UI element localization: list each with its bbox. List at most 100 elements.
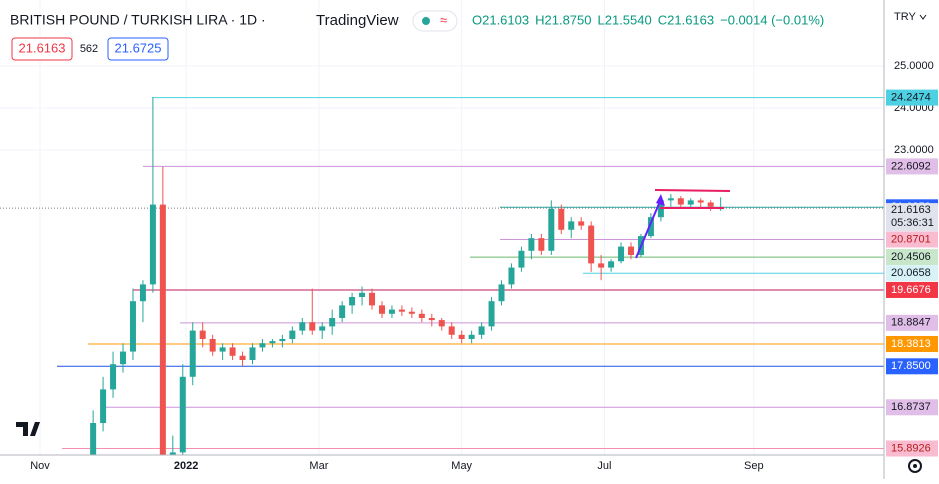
x-tick-label: 2022 bbox=[174, 460, 198, 472]
candle-body bbox=[647, 217, 654, 237]
candle-body bbox=[498, 284, 505, 302]
level-label: 15.8926 bbox=[891, 442, 931, 454]
candle-body bbox=[438, 320, 445, 327]
ohlc-value: O21.6103 bbox=[472, 12, 529, 27]
level-label-bg bbox=[886, 358, 938, 375]
ask-box[interactable] bbox=[107, 37, 169, 61]
level-label-bg bbox=[886, 440, 938, 457]
currency[interactable]: TRY bbox=[894, 11, 916, 23]
candle-body bbox=[209, 338, 216, 352]
level-label-bg bbox=[886, 314, 938, 331]
symbol-title: BRITISH POUND / TURKISH LIRA · 1D · bbox=[10, 12, 266, 28]
candle-body bbox=[458, 334, 465, 339]
x-tick-label: Mar bbox=[309, 460, 328, 472]
last-price-bg bbox=[886, 203, 938, 232]
level-label: 18.3813 bbox=[891, 338, 931, 350]
level-label-bg bbox=[886, 265, 938, 282]
level-label: 18.8847 bbox=[891, 317, 931, 329]
candle-body bbox=[667, 198, 674, 201]
candle-body bbox=[279, 338, 286, 342]
tv-logo bbox=[16, 422, 40, 436]
candle-body bbox=[129, 301, 136, 352]
countdown: 05:36:31 bbox=[891, 217, 934, 229]
candle-body bbox=[618, 246, 625, 262]
candle-body bbox=[388, 309, 395, 314]
level-label-bg bbox=[886, 335, 938, 352]
candle-body bbox=[139, 284, 146, 302]
candle-body bbox=[408, 311, 415, 314]
candle-body bbox=[149, 204, 156, 285]
level-label-bg bbox=[886, 249, 938, 266]
candle-body bbox=[687, 200, 694, 205]
candle-body bbox=[478, 326, 485, 335]
ohlc-value: H21.8750 bbox=[535, 12, 591, 27]
ohlc-value: −0.0014 (−0.01%) bbox=[720, 12, 824, 27]
candle-body bbox=[259, 343, 266, 348]
level-label-bg bbox=[886, 158, 938, 175]
status-pill[interactable] bbox=[412, 10, 458, 32]
x-tick-label: Sep bbox=[744, 460, 764, 472]
candle-body bbox=[548, 208, 555, 251]
y-tick-label: 25.0000 bbox=[894, 60, 934, 72]
candle-body bbox=[369, 292, 376, 306]
candle-body bbox=[518, 250, 525, 268]
candle-body bbox=[159, 204, 166, 455]
candle-body bbox=[319, 326, 326, 331]
level-label: 20.8701 bbox=[891, 233, 931, 245]
candle-body bbox=[199, 330, 206, 339]
candle-body bbox=[339, 305, 346, 318]
candle-body bbox=[697, 200, 704, 203]
candle-body bbox=[428, 317, 435, 321]
candle-body bbox=[588, 225, 595, 264]
candle-body bbox=[608, 261, 615, 268]
ohlc-value: C21.6163 bbox=[658, 12, 714, 27]
candle-body bbox=[289, 330, 296, 339]
level-label-bg bbox=[886, 89, 938, 106]
last-price-label: 21.6163 bbox=[891, 204, 931, 216]
candle-body bbox=[299, 322, 306, 331]
level-label: 17.8500 bbox=[891, 360, 931, 372]
ohlc-value: L21.5540 bbox=[598, 12, 652, 27]
candle-body bbox=[528, 238, 535, 251]
candle-body bbox=[179, 376, 186, 453]
candle-body bbox=[398, 309, 405, 312]
candle-body bbox=[359, 292, 366, 297]
candle-body bbox=[90, 422, 97, 455]
level-label-bg bbox=[886, 281, 938, 298]
candle-body bbox=[378, 305, 385, 314]
level-label: 16.8737 bbox=[891, 401, 931, 413]
settings[interactable] bbox=[908, 459, 922, 473]
candle-body bbox=[309, 322, 316, 331]
status-icon: ≈ bbox=[440, 12, 447, 27]
candle-body bbox=[558, 208, 565, 230]
candle-body bbox=[488, 301, 495, 327]
candle-body bbox=[239, 355, 246, 360]
candle-body bbox=[100, 389, 107, 423]
bid-box[interactable] bbox=[11, 37, 73, 61]
x-tick-label: May bbox=[451, 460, 472, 472]
y-tick-label: 23.0000 bbox=[894, 144, 934, 156]
candle-body bbox=[269, 341, 276, 344]
candle-body bbox=[110, 364, 117, 390]
candle-body bbox=[448, 326, 455, 335]
level-label: 24.2474 bbox=[891, 92, 931, 104]
x-tick-label: Nov bbox=[30, 460, 50, 472]
candle-body bbox=[508, 267, 515, 285]
bid: 21.6163 bbox=[19, 40, 66, 55]
status-dot bbox=[422, 17, 430, 25]
x-tick-label: Jul bbox=[597, 460, 611, 472]
candle-body bbox=[120, 351, 127, 365]
level-label: 19.6676 bbox=[891, 284, 931, 296]
candle-body bbox=[628, 246, 635, 255]
candle-body bbox=[349, 296, 356, 306]
spread: 562 bbox=[80, 43, 98, 55]
candle-body bbox=[568, 221, 575, 230]
candle-body bbox=[169, 452, 176, 455]
brand: TradingView bbox=[316, 12, 399, 29]
currency-caret bbox=[919, 14, 927, 20]
candle-body bbox=[538, 238, 545, 251]
candle-body bbox=[468, 334, 475, 339]
candle-body bbox=[329, 317, 336, 327]
candle-body bbox=[219, 347, 226, 352]
